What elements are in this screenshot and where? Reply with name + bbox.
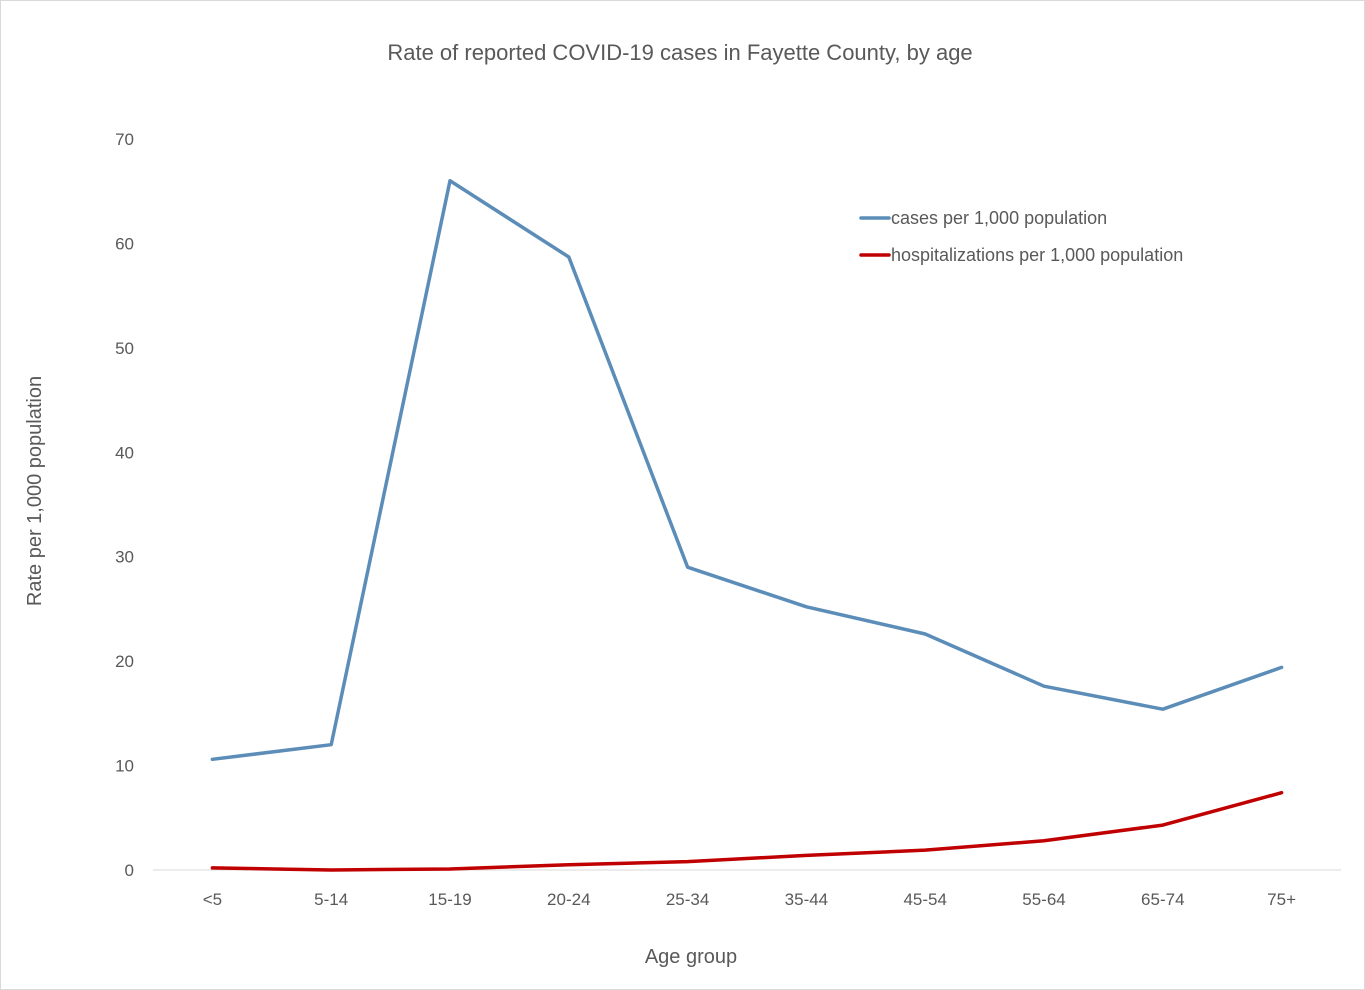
y-tick-label: 50 — [115, 339, 134, 358]
chart-title: Rate of reported COVID-19 cases in Fayet… — [387, 40, 972, 65]
legend: cases per 1,000 population hospitalizatio… — [859, 208, 1183, 265]
series-lines — [210, 179, 1284, 872]
legend-label-1: hospitalizations per 1,000 population — [891, 245, 1183, 265]
x-tick-label: 15-19 — [428, 890, 471, 909]
x-tick-label: 25-34 — [666, 890, 709, 909]
x-axis-ticks: <5 5-14 15-19 20-24 25-34 35-44 45-54 55-64 65-7… — [203, 890, 1296, 909]
x-axis-title: Age group — [645, 946, 737, 968]
x-tick-label: 5-14 — [314, 890, 348, 909]
series-line-0 — [210, 179, 1284, 762]
legend-label-0: cases per 1,000 population — [891, 208, 1107, 228]
y-tick-label: 10 — [115, 757, 134, 776]
series-line-1 — [210, 790, 1284, 872]
y-tick-label: 20 — [115, 652, 134, 671]
x-tick-label: 20-24 — [547, 890, 590, 909]
y-axis-title: Rate per 1,000 population — [24, 376, 46, 606]
x-tick-label: <5 — [203, 890, 222, 909]
y-tick-label: 60 — [115, 234, 134, 253]
x-tick-label: 35-44 — [785, 890, 828, 909]
y-tick-label: 70 — [115, 130, 134, 149]
x-tick-label: 55-64 — [1022, 890, 1065, 909]
y-axis-ticks: 0 10 20 30 40 50 60 70 — [115, 130, 134, 880]
y-tick-label: 30 — [115, 548, 134, 567]
x-tick-label: 75+ — [1267, 890, 1296, 909]
x-tick-label: 65-74 — [1141, 890, 1184, 909]
y-tick-label: 40 — [115, 443, 134, 462]
x-tick-label: 45-54 — [903, 890, 946, 909]
y-tick-label: 0 — [125, 861, 134, 880]
